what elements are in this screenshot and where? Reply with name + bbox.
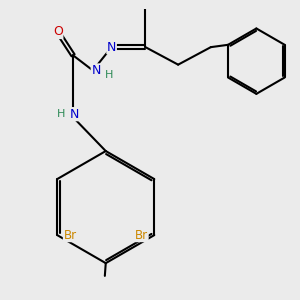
Text: H: H	[57, 109, 66, 119]
Text: H: H	[104, 70, 113, 80]
Text: Br: Br	[63, 229, 76, 242]
Text: O: O	[53, 26, 63, 38]
Text: N: N	[70, 108, 79, 121]
Text: Br: Br	[135, 229, 148, 242]
Text: N: N	[91, 64, 101, 77]
Text: N: N	[107, 40, 116, 54]
